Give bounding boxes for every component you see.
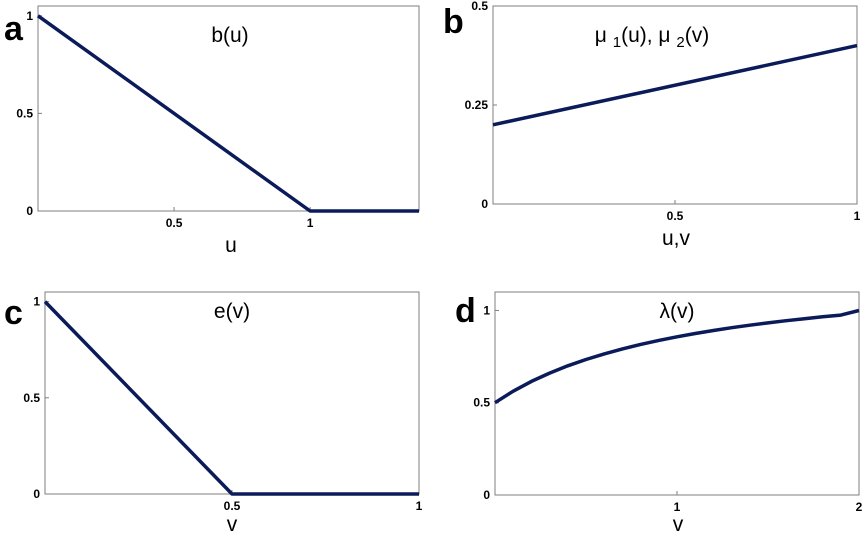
panel-title-d-part: λ(v) [660,300,695,323]
x-axis-label-a: u [225,234,237,257]
panel-d: d λ(v) 1 2 0 0.5 1 v [455,291,863,536]
y-tick-label-a: 0.5 [16,106,33,120]
panel-title-a: b(u) [211,24,248,47]
y-tick-label-c: 0 [33,487,40,501]
y-tick-label-b: 0.25 [465,98,489,112]
y-tick-label-b: 0 [481,197,488,211]
panel-title-b-part: μ [595,24,613,47]
x-tick-label-c: 0.5 [224,499,241,513]
series-line-b [492,43,858,127]
tick-group-c: 0.5 1 0 0.5 1 [23,295,422,513]
panel-title-b-part: (v) [685,24,710,47]
x-tick-label-a: 1 [307,216,314,230]
y-tick-label-d: 0 [483,488,490,502]
tick-group-b: 0.5 1 0 0.25 0.5 [465,0,861,223]
x-tick-label-c: 1 [416,499,423,513]
tick-group-a: 0.5 1 0 0.5 1 [16,9,313,230]
series-line-d [494,308,860,405]
x-tick-label-a: 0.5 [166,216,183,230]
panel-title-b-subscript: 1 [613,34,621,51]
panel-title-b-part: (u), μ [621,24,676,47]
x-tick-label-b: 1 [854,209,861,223]
panel-a: a b(u) 0.5 1 0 0.5 1 u [4,5,420,257]
x-axis-label-c: v [227,513,238,536]
panel-title-c: e(v) [214,300,250,323]
y-tick-label-a: 1 [26,9,33,23]
panel-title-b-subscript: 2 [676,34,684,51]
tick-group-d: 1 2 0 0.5 1 [473,303,862,514]
x-tick-label-b: 0.5 [667,209,684,223]
plot-frame-a [37,5,420,212]
y-tick-label-d: 0.5 [473,396,490,410]
panel-b: b μ 1(u), μ 2(v) 0.5 100.250.5 u,v [443,0,861,250]
series-line-c [43,300,419,496]
series-line-a [36,14,419,213]
panel-title-d: λ(v) [660,300,695,323]
y-tick-label-b: 0.5 [471,0,488,13]
x-axis-label-d: v [673,513,684,536]
panel-c: c e(v) 0.5 1 0 0.5 1 v [4,291,423,536]
panel-letter-b: b [443,3,464,41]
panel-title-c-part: e(v) [214,300,250,323]
y-tick-label-c: 1 [33,295,40,309]
y-tick-label-d: 1 [483,303,490,317]
panel-title-b: μ 1(u), μ 2(v) [595,24,709,51]
y-tick-label-c: 0.5 [23,391,40,405]
x-tick-label-d: 1 [674,500,681,514]
panel-letter-a: a [4,10,24,48]
x-axis-label-b: u,v [662,227,691,250]
panel-letter-c: c [4,294,23,332]
panel-letter-d: d [455,292,476,330]
y-tick-label-a: 0 [26,204,33,218]
x-tick-label-d: 2 [856,500,863,514]
panel-title-a-part: b(u) [211,24,248,47]
